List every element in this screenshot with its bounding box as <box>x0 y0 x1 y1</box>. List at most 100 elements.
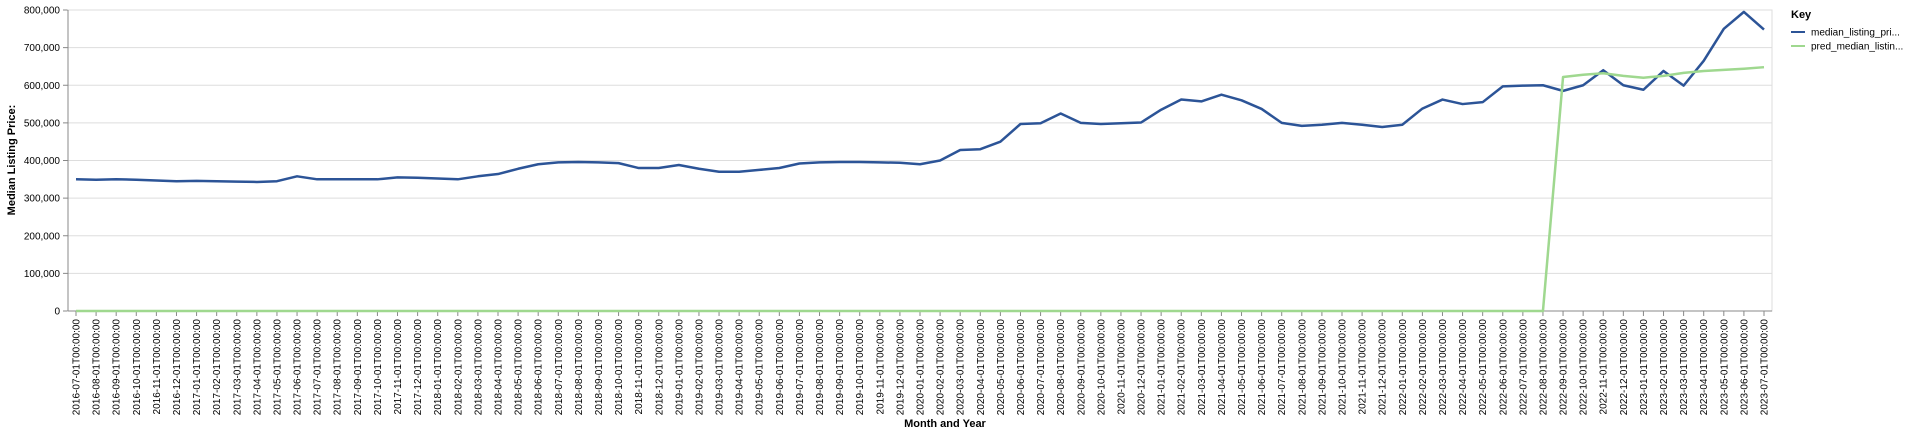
x-tick-label: 2020-11-01T00:00:00 <box>1116 319 1127 415</box>
x-tick-label: 2020-05-01T00:00:00 <box>996 319 1007 416</box>
x-tick-label: 2019-11-01T00:00:00 <box>875 319 886 415</box>
x-tick-label: 2018-01-01T00:00:00 <box>433 319 444 416</box>
x-tick-label: 2016-10-01T00:00:00 <box>132 319 143 416</box>
x-tick-label: 2018-08-01T00:00:00 <box>574 319 585 416</box>
x-tick-label: 2017-07-01T00:00:00 <box>313 319 324 416</box>
x-tick-label: 2017-09-01T00:00:00 <box>353 319 364 416</box>
x-tick-label: 2021-07-01T00:00:00 <box>1277 319 1288 416</box>
x-tick-label: 2017-04-01T00:00:00 <box>252 319 263 416</box>
x-tick-label: 2023-04-01T00:00:00 <box>1699 319 1710 416</box>
x-tick-label: 2018-05-01T00:00:00 <box>514 319 525 416</box>
x-tick-label: 2021-04-01T00:00:00 <box>1217 319 1228 416</box>
x-tick-label: 2021-08-01T00:00:00 <box>1297 319 1308 416</box>
x-tick-label: 2021-11-01T00:00:00 <box>1358 319 1369 415</box>
x-tick-label: 2019-02-01T00:00:00 <box>694 319 705 416</box>
x-tick-label: 2016-08-01T00:00:00 <box>92 319 103 416</box>
x-tick-label: 2019-06-01T00:00:00 <box>775 319 786 416</box>
x-tick-label: 2019-03-01T00:00:00 <box>715 319 726 416</box>
y-axis-title: Median Listing Price: <box>6 105 18 216</box>
x-tick-label: 2019-01-01T00:00:00 <box>674 319 685 416</box>
x-tick-label: 2021-12-01T00:00:00 <box>1378 319 1389 416</box>
x-tick-label: 2022-06-01T00:00:00 <box>1498 319 1509 416</box>
x-tick-label: 2022-07-01T00:00:00 <box>1518 319 1529 416</box>
x-tick-label: 2021-09-01T00:00:00 <box>1317 319 1328 416</box>
x-tick-label: 2022-12-01T00:00:00 <box>1619 319 1630 416</box>
x-tick-label: 2018-10-01T00:00:00 <box>614 319 625 416</box>
x-tick-label: 2023-01-01T00:00:00 <box>1639 319 1650 416</box>
x-tick-label: 2019-12-01T00:00:00 <box>895 319 906 416</box>
x-tick-label: 2017-05-01T00:00:00 <box>272 319 283 416</box>
x-tick-label: 2021-05-01T00:00:00 <box>1237 319 1248 416</box>
legend-label: median_listing_pri... <box>1811 28 1900 39</box>
legend-label: pred_median_listin... <box>1811 42 1903 53</box>
x-tick-label: 2017-12-01T00:00:00 <box>413 319 424 416</box>
x-tick-label: 2022-02-01T00:00:00 <box>1418 319 1429 416</box>
x-tick-label: 2022-11-01T00:00:00 <box>1599 319 1610 415</box>
x-tick-label: 2018-04-01T00:00:00 <box>494 319 505 416</box>
y-tick-label: 800,000 <box>24 6 61 17</box>
x-tick-label: 2017-10-01T00:00:00 <box>373 319 384 416</box>
legend-title: Key <box>1791 9 1812 21</box>
x-tick-label: 2019-05-01T00:00:00 <box>755 319 766 416</box>
y-tick-label: 100,000 <box>24 269 61 280</box>
series-line <box>76 65 1765 313</box>
x-tick-label: 2018-12-01T00:00:00 <box>654 319 665 416</box>
x-tick-label: 2018-07-01T00:00:00 <box>554 319 565 416</box>
x-tick-label: 2019-04-01T00:00:00 <box>735 319 746 416</box>
x-tick-label: 2017-01-01T00:00:00 <box>192 319 203 416</box>
x-tick-label: 2016-07-01T00:00:00 <box>72 319 83 416</box>
x-tick-label: 2016-11-01T00:00:00 <box>152 319 163 415</box>
x-tick-label: 2019-08-01T00:00:00 <box>815 319 826 416</box>
x-tick-label: 2020-02-01T00:00:00 <box>936 319 947 416</box>
x-tick-label: 2017-11-01T00:00:00 <box>393 319 404 415</box>
series-line <box>75 10 1765 184</box>
x-tick-label: 2021-10-01T00:00:00 <box>1338 319 1349 416</box>
x-tick-label: 2022-04-01T00:00:00 <box>1458 319 1469 416</box>
x-tick-label: 2022-09-01T00:00:00 <box>1559 319 1570 416</box>
x-tick-label: 2020-01-01T00:00:00 <box>916 319 927 416</box>
x-tick-label: 2022-10-01T00:00:00 <box>1579 319 1590 416</box>
x-tick-label: 2022-03-01T00:00:00 <box>1438 319 1449 416</box>
x-tick-label: 2023-02-01T00:00:00 <box>1659 319 1670 416</box>
x-tick-label: 2022-01-01T00:00:00 <box>1398 319 1409 416</box>
y-tick-label: 700,000 <box>24 43 61 54</box>
x-tick-label: 2020-09-01T00:00:00 <box>1076 319 1087 416</box>
x-tick-label: 2020-03-01T00:00:00 <box>956 319 967 416</box>
x-tick-label: 2020-12-01T00:00:00 <box>1137 319 1148 416</box>
x-tick-label: 2016-09-01T00:00:00 <box>112 319 123 416</box>
x-tick-label: 2018-03-01T00:00:00 <box>473 319 484 416</box>
x-tick-label: 2021-02-01T00:00:00 <box>1177 319 1188 416</box>
x-tick-label: 2020-04-01T00:00:00 <box>976 319 987 416</box>
x-tick-label: 2018-09-01T00:00:00 <box>594 319 605 416</box>
x-tick-label: 2019-10-01T00:00:00 <box>855 319 866 416</box>
x-tick-label: 2020-07-01T00:00:00 <box>1036 319 1047 416</box>
x-tick-label: 2021-06-01T00:00:00 <box>1257 319 1268 416</box>
x-tick-label: 2017-02-01T00:00:00 <box>212 319 223 416</box>
y-tick-label: 0 <box>54 307 60 318</box>
x-tick-label: 2020-10-01T00:00:00 <box>1096 319 1107 416</box>
x-tick-label: 2019-09-01T00:00:00 <box>835 319 846 416</box>
x-tick-label: 2016-12-01T00:00:00 <box>172 319 183 416</box>
x-tick-label: 2023-06-01T00:00:00 <box>1739 319 1750 416</box>
x-tick-label: 2017-03-01T00:00:00 <box>232 319 243 416</box>
y-tick-label: 600,000 <box>24 81 61 92</box>
x-tick-label: 2023-03-01T00:00:00 <box>1679 319 1690 416</box>
x-tick-label: 2023-05-01T00:00:00 <box>1719 319 1730 416</box>
x-tick-label: 2021-01-01T00:00:00 <box>1157 319 1168 416</box>
x-tick-label: 2023-07-01T00:00:00 <box>1760 319 1771 416</box>
x-tick-label: 2020-06-01T00:00:00 <box>1016 319 1027 416</box>
x-tick-label: 2018-02-01T00:00:00 <box>453 319 464 416</box>
x-tick-label: 2022-05-01T00:00:00 <box>1478 319 1489 416</box>
x-tick-label: 2018-06-01T00:00:00 <box>534 319 545 416</box>
x-tick-label: 2020-08-01T00:00:00 <box>1056 319 1067 416</box>
x-tick-label: 2019-07-01T00:00:00 <box>795 319 806 416</box>
y-tick-label: 500,000 <box>24 118 61 129</box>
y-tick-label: 300,000 <box>24 194 61 205</box>
x-tick-label: 2021-03-01T00:00:00 <box>1197 319 1208 416</box>
y-tick-label: 400,000 <box>24 156 61 167</box>
x-tick-label: 2018-11-01T00:00:00 <box>634 319 645 415</box>
x-axis-title: Month and Year <box>904 418 986 430</box>
x-tick-label: 2017-06-01T00:00:00 <box>293 319 304 416</box>
